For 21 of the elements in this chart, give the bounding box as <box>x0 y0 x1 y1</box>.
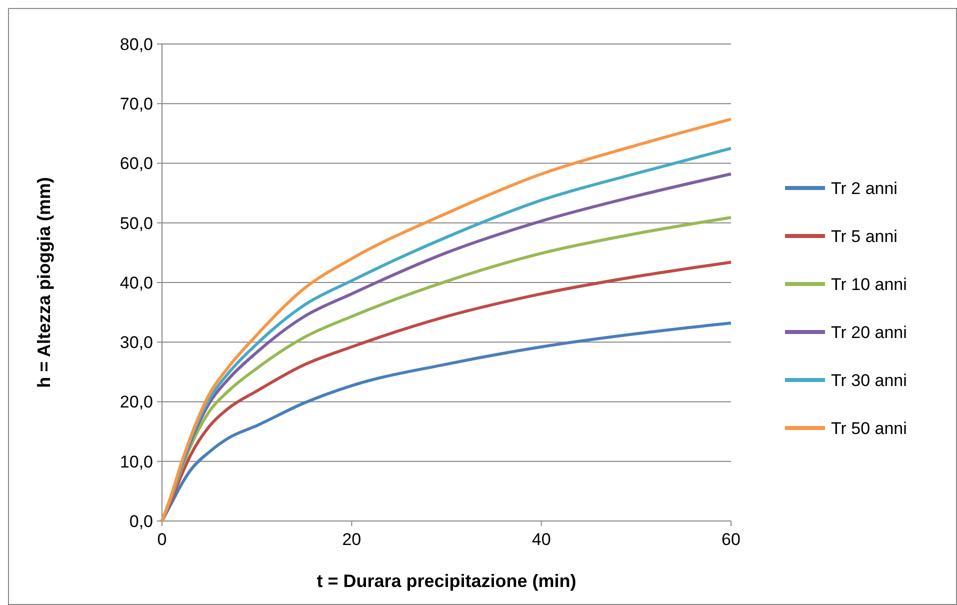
x-axis-title: t = Durara precipitazione (min) <box>316 571 576 591</box>
y-tick-label: 20,0 <box>120 392 153 412</box>
legend-label: Tr 10 anni <box>831 274 907 294</box>
x-tick-label: 40 <box>532 530 551 549</box>
x-tick-label: 0 <box>157 530 167 549</box>
y-tick-label: 80,0 <box>120 34 153 54</box>
y-tick-label: 30,0 <box>120 333 153 352</box>
x-tick-label: 20 <box>342 530 362 549</box>
y-tick-label: 0,0 <box>129 512 153 531</box>
x-tick-label: 60 <box>722 530 740 549</box>
y-tick-label: 10,0 <box>120 452 153 472</box>
legend-label: Tr 20 anni <box>831 322 907 342</box>
y-tick-label: 60,0 <box>120 154 153 174</box>
legend-label: Tr 2 anni <box>831 178 898 198</box>
legend-label: Tr 30 anni <box>831 370 907 390</box>
legend-label: Tr 5 anni <box>831 226 898 246</box>
legend-label: Tr 50 anni <box>831 418 907 438</box>
y-tick-label: 40,0 <box>120 273 153 292</box>
y-tick-label: 50,0 <box>120 214 153 233</box>
y-tick-label: 70,0 <box>120 94 153 114</box>
y-axis-title: h = Altezza pioggia (mm) <box>34 177 54 388</box>
